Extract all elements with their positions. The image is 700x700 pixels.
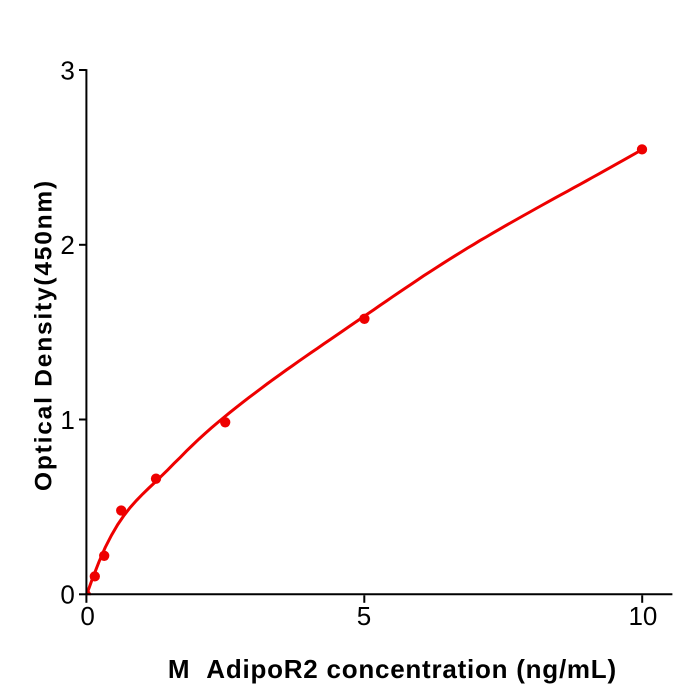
svg-text:Optical Density(450nm): Optical Density(450nm) <box>30 179 57 491</box>
svg-text:10: 10 <box>628 601 657 631</box>
svg-text:3: 3 <box>60 55 74 85</box>
svg-text:0: 0 <box>60 580 74 610</box>
svg-text:5: 5 <box>357 601 371 631</box>
svg-text:0: 0 <box>80 601 94 631</box>
svg-text:1: 1 <box>60 405 74 435</box>
svg-text:2: 2 <box>60 230 74 260</box>
svg-text:M AdipoR2 concentration (ng/m: M AdipoR2 concentration (ng/mL) <box>168 654 617 684</box>
